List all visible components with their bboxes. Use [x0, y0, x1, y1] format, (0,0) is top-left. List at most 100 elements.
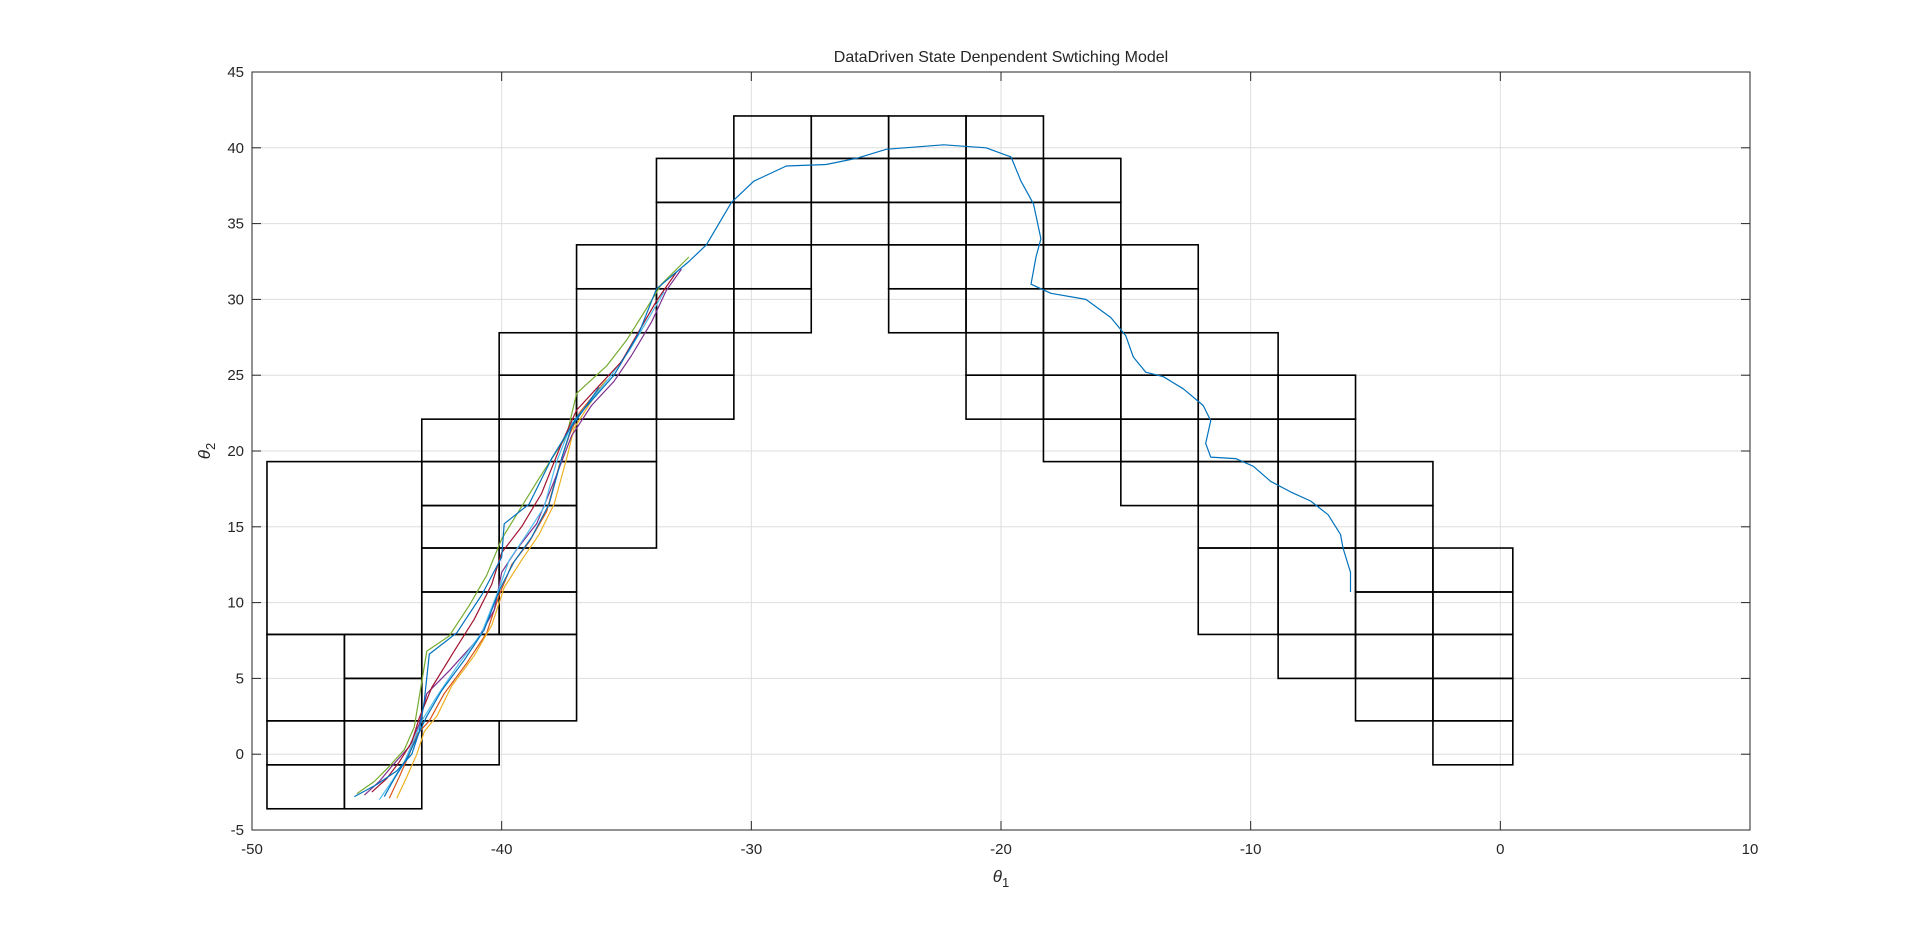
- region-cell: [266, 764, 346, 810]
- region-cell: [965, 115, 1045, 160]
- x-tick-label: -40: [491, 841, 513, 858]
- region-cell: [1354, 591, 1434, 636]
- region-cell: [420, 418, 500, 463]
- region-cell: [1197, 331, 1279, 377]
- region-cell: [343, 764, 423, 810]
- trajectory-line: [388, 382, 605, 799]
- region-cell: [498, 331, 578, 377]
- region-cell: [733, 287, 813, 334]
- region-cell: [420, 633, 578, 722]
- grid-layer: [252, 72, 1750, 830]
- region-cell: [1354, 547, 1434, 593]
- region-cell: [343, 677, 423, 722]
- region-cell: [887, 115, 967, 160]
- region-cell: [965, 157, 1045, 204]
- region-cell: [733, 115, 813, 160]
- x-axis-label-symbol: θ: [993, 867, 1003, 886]
- region-cell: [1277, 418, 1357, 463]
- region-cell: [1432, 547, 1514, 593]
- region-cell: [575, 418, 658, 463]
- region-cell: [420, 460, 500, 507]
- y-tick-label: 5: [236, 670, 244, 687]
- region-cell: [1354, 633, 1434, 680]
- y-tick-label: 10: [227, 595, 244, 612]
- region-cell: [1042, 418, 1122, 463]
- trajectory-line: [383, 386, 600, 797]
- y-tick-label: 20: [227, 443, 244, 460]
- x-tick-label: 0: [1496, 841, 1504, 858]
- region-cell: [575, 244, 658, 290]
- region-cell: [1042, 244, 1122, 290]
- y-tick-label: 45: [227, 64, 244, 81]
- y-tick-label: 30: [227, 291, 244, 308]
- region-cell: [655, 244, 735, 290]
- trajectory-line: [396, 379, 607, 799]
- region-cell: [1120, 244, 1200, 290]
- region-cell: [965, 374, 1045, 420]
- region-cell: [1042, 287, 1122, 334]
- cells-layer: [266, 115, 1514, 810]
- region-cell: [1277, 460, 1357, 507]
- region-cell: [498, 591, 578, 636]
- region-cell: [343, 633, 423, 680]
- y-tick-label: 40: [227, 140, 244, 157]
- region-cell: [655, 374, 735, 420]
- region-cell: [655, 287, 735, 334]
- trajectory-line: [354, 144, 1352, 798]
- y-axis-label: θ2: [195, 443, 218, 459]
- region-cell: [887, 244, 967, 290]
- region-cell: [1120, 418, 1200, 463]
- region-cell: [420, 720, 500, 766]
- region-cell: [965, 287, 1045, 334]
- y-axis-label-symbol: θ: [195, 449, 214, 459]
- x-axis-label: θ1: [993, 867, 1009, 890]
- region-cell: [965, 331, 1045, 377]
- x-tick-label: -30: [740, 841, 762, 858]
- x-tick-label: -50: [241, 841, 263, 858]
- region-cell: [1042, 157, 1122, 204]
- y-tick-label: -5: [231, 822, 244, 839]
- series-layer: [354, 144, 1352, 801]
- region-cell: [1197, 547, 1279, 636]
- region-cell: [266, 720, 346, 766]
- region-cell: [420, 547, 500, 593]
- chart-title: DataDriven State Denpendent Swtiching Mo…: [834, 49, 1168, 66]
- trajectory-line: [356, 256, 690, 795]
- region-cell: [1120, 287, 1200, 334]
- region-cell: [1277, 633, 1357, 680]
- region-cell: [887, 157, 967, 204]
- trajectory-line: [363, 268, 682, 796]
- region-cell: [266, 460, 423, 636]
- region-cell: [1197, 460, 1279, 507]
- region-cell: [498, 374, 578, 420]
- y-tick-label: 25: [227, 367, 244, 384]
- region-cell: [887, 287, 967, 334]
- region-cell: [1277, 547, 1357, 636]
- region-cell: [1042, 331, 1122, 377]
- x-tick-label: 10: [1742, 841, 1759, 858]
- region-cell: [343, 720, 423, 766]
- region-cell: [1354, 677, 1434, 722]
- region-cell: [1120, 374, 1200, 420]
- trajectory-line: [378, 291, 665, 801]
- region-cell: [1042, 374, 1122, 420]
- region-cell: [655, 157, 735, 204]
- y-tick-label: 15: [227, 519, 244, 536]
- region-cell: [1354, 460, 1434, 507]
- region-cell: [575, 460, 658, 549]
- region-cell: [655, 331, 735, 377]
- region-cell: [733, 244, 813, 290]
- x-axis-label-subscript: 1: [1002, 875, 1009, 890]
- region-cell: [498, 547, 578, 593]
- y-tick-label: 0: [236, 746, 244, 763]
- region-cell: [1197, 374, 1279, 420]
- region-cell: [1277, 374, 1357, 420]
- x-tick-label: -10: [1240, 841, 1262, 858]
- x-tick-label: -20: [990, 841, 1012, 858]
- trajectory-line: [371, 271, 677, 793]
- region-cell: [1120, 460, 1200, 507]
- y-tick-label: 35: [227, 216, 244, 233]
